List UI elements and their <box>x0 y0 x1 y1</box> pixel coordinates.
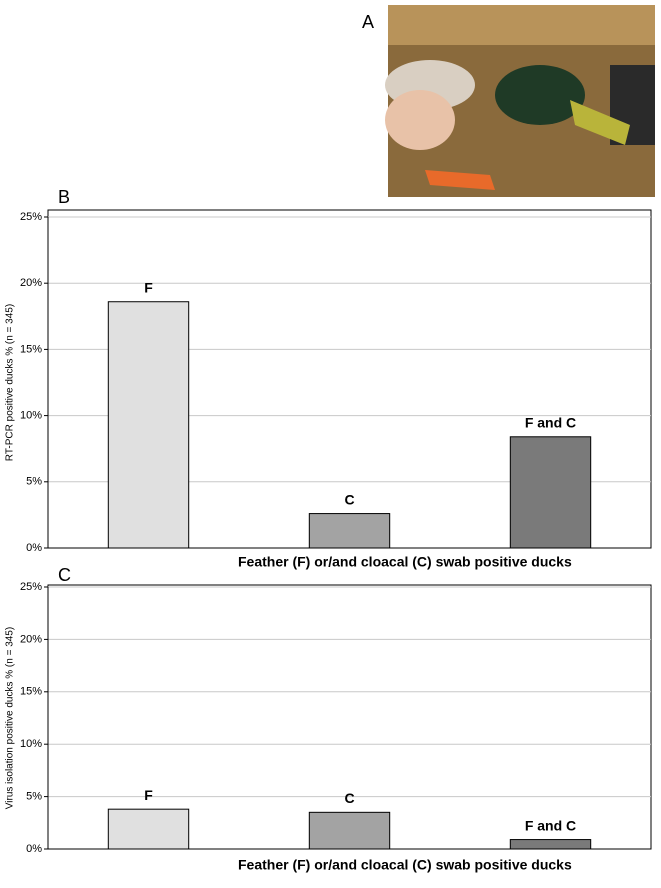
y-tick-label: 25% <box>20 211 42 223</box>
panel-label: A <box>362 12 374 32</box>
photo-bill <box>570 100 630 145</box>
y-tick-label: 20% <box>20 277 42 289</box>
y-tick-label: 0% <box>26 843 42 855</box>
category-label: F <box>144 279 153 295</box>
bar <box>107 808 190 850</box>
y-tick-label: 10% <box>20 410 42 422</box>
y-tick-label: 10% <box>20 738 42 750</box>
category-label: F and C <box>525 817 576 833</box>
x-axis-label: Feather (F) or/and cloacal (C) swab posi… <box>238 554 572 570</box>
y-tick-label: 5% <box>26 791 42 803</box>
panel-label: C <box>58 565 71 585</box>
bar <box>308 513 391 549</box>
category-label: F <box>144 787 153 803</box>
y-tick-label: 0% <box>26 542 42 554</box>
y-axis-label: Virus isolation positive ducks % (n = 34… <box>5 627 16 809</box>
y-tick-label: 15% <box>20 686 42 698</box>
photo-head <box>495 65 585 125</box>
y-axis-label: RT-PCR positive ducks % (n = 345) <box>5 304 16 461</box>
bar <box>509 436 592 549</box>
photo-reeds <box>388 5 655 45</box>
x-axis-label: Feather (F) or/and cloacal (C) swab posi… <box>238 857 572 873</box>
category-label: F and C <box>525 414 576 430</box>
category-label: C <box>344 790 354 806</box>
bar <box>509 839 592 850</box>
y-tick-label: 25% <box>20 581 42 593</box>
y-tick-label: 15% <box>20 343 42 355</box>
bar <box>308 811 391 850</box>
photo-hand <box>385 90 455 150</box>
category-label: C <box>344 491 354 507</box>
y-tick-label: 20% <box>20 633 42 645</box>
bar <box>107 301 190 549</box>
y-tick-label: 5% <box>26 476 42 488</box>
photo <box>385 5 655 197</box>
photo-foot <box>425 170 495 190</box>
panel-label: B <box>58 187 70 207</box>
